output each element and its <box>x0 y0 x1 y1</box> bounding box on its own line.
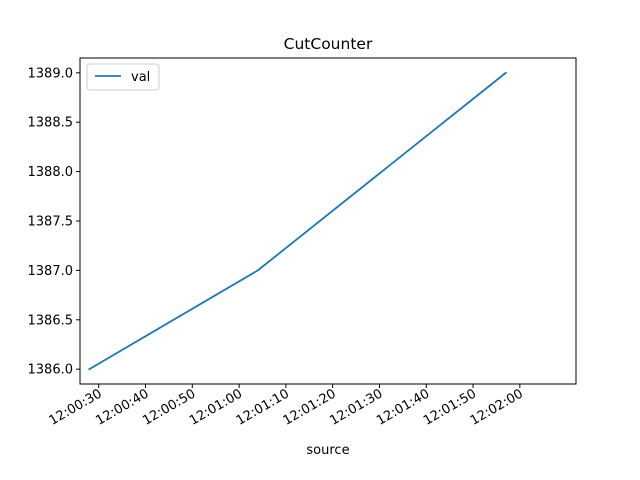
x-tick-label: 12:02:00 <box>468 386 526 428</box>
x-axis-label: source <box>306 443 349 458</box>
x-tick-label: 12:00:30 <box>47 386 105 428</box>
y-axis: 1386.0 1386.5 1387.0 1387.5 1388.0 1388.5 1389… <box>28 66 80 378</box>
legend-label: val <box>131 70 150 85</box>
legend-frame <box>86 63 160 91</box>
x-tick-label: 12:00:50 <box>140 386 198 428</box>
y-tick-label: 1386.0 <box>28 363 74 378</box>
axes-frame <box>79 57 577 385</box>
y-tick-label: 1387.5 <box>28 215 74 230</box>
plot-area <box>88 71 508 371</box>
x-tick-label: 12:00:40 <box>93 386 151 428</box>
y-tick-label: 1388.0 <box>28 165 74 180</box>
x-tick-label: 12:01:30 <box>327 386 385 428</box>
chart-title: CutCounter <box>284 35 373 53</box>
legend: val <box>86 63 160 91</box>
x-tick-label: 12:01:50 <box>421 386 479 428</box>
x-axis: 12:00:3012:00:4012:00:5012:01:0012:01:10… <box>47 384 526 429</box>
y-tick-label: 1386.5 <box>28 313 74 328</box>
x-tick-label: 12:01:10 <box>234 386 292 428</box>
y-tick-label: 1388.5 <box>28 116 74 131</box>
x-tick-label: 12:01:00 <box>187 386 245 428</box>
y-tick-label: 1387.0 <box>28 264 74 279</box>
x-tick-label: 12:01:40 <box>374 386 432 428</box>
series-line-val <box>88 71 508 371</box>
y-tick-label: 1389.0 <box>28 66 74 81</box>
x-tick-label: 12:01:20 <box>281 386 339 428</box>
